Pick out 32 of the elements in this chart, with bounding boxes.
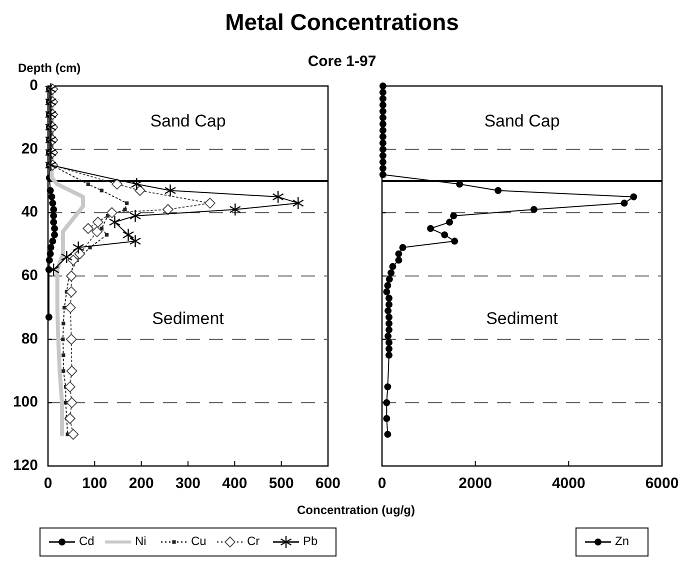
y-tick-label: 20 <box>21 140 38 158</box>
legend-label: Cd <box>79 534 94 548</box>
x-tick-label: 400 <box>222 475 248 492</box>
x-tick-label: 6000 <box>645 475 679 492</box>
legend-label: Ni <box>135 534 146 548</box>
legend-label: Cr <box>247 534 260 548</box>
x-tick-label: 500 <box>268 475 294 492</box>
chart-title: Metal Concentrations <box>225 9 459 35</box>
x-tick-label: 0 <box>378 475 386 492</box>
annotation: Sediment <box>486 309 558 328</box>
chart-subtitle: Core 1-97 <box>308 53 376 70</box>
legend-label: Zn <box>615 534 630 548</box>
x-tick-label: 300 <box>175 475 201 492</box>
x-tick-label: 100 <box>82 475 108 492</box>
legend-label: Pb <box>303 534 318 548</box>
y-axis-title: Depth (cm) <box>18 61 81 75</box>
x-tick-label: 600 <box>315 475 341 492</box>
y-tick-label: 100 <box>12 394 38 411</box>
annotation: Sand Cap <box>150 112 226 131</box>
y-tick-label: 80 <box>21 330 38 348</box>
y-tick-label: 120 <box>12 456 38 474</box>
x-tick-label: 200 <box>128 475 154 492</box>
annotation: Sand Cap <box>484 112 560 131</box>
y-tick-label: 0 <box>30 76 38 94</box>
legend-label: Cu <box>191 534 206 548</box>
annotation: Sediment <box>152 309 224 328</box>
x-tick-label: 4000 <box>552 475 586 492</box>
x-tick-label: 2000 <box>458 475 492 492</box>
y-tick-label: 40 <box>21 204 38 221</box>
x-tick-label: 0 <box>44 475 52 492</box>
x-axis-title: Concentration (ug/g) <box>297 503 415 517</box>
y-tick-label: 60 <box>21 266 38 284</box>
